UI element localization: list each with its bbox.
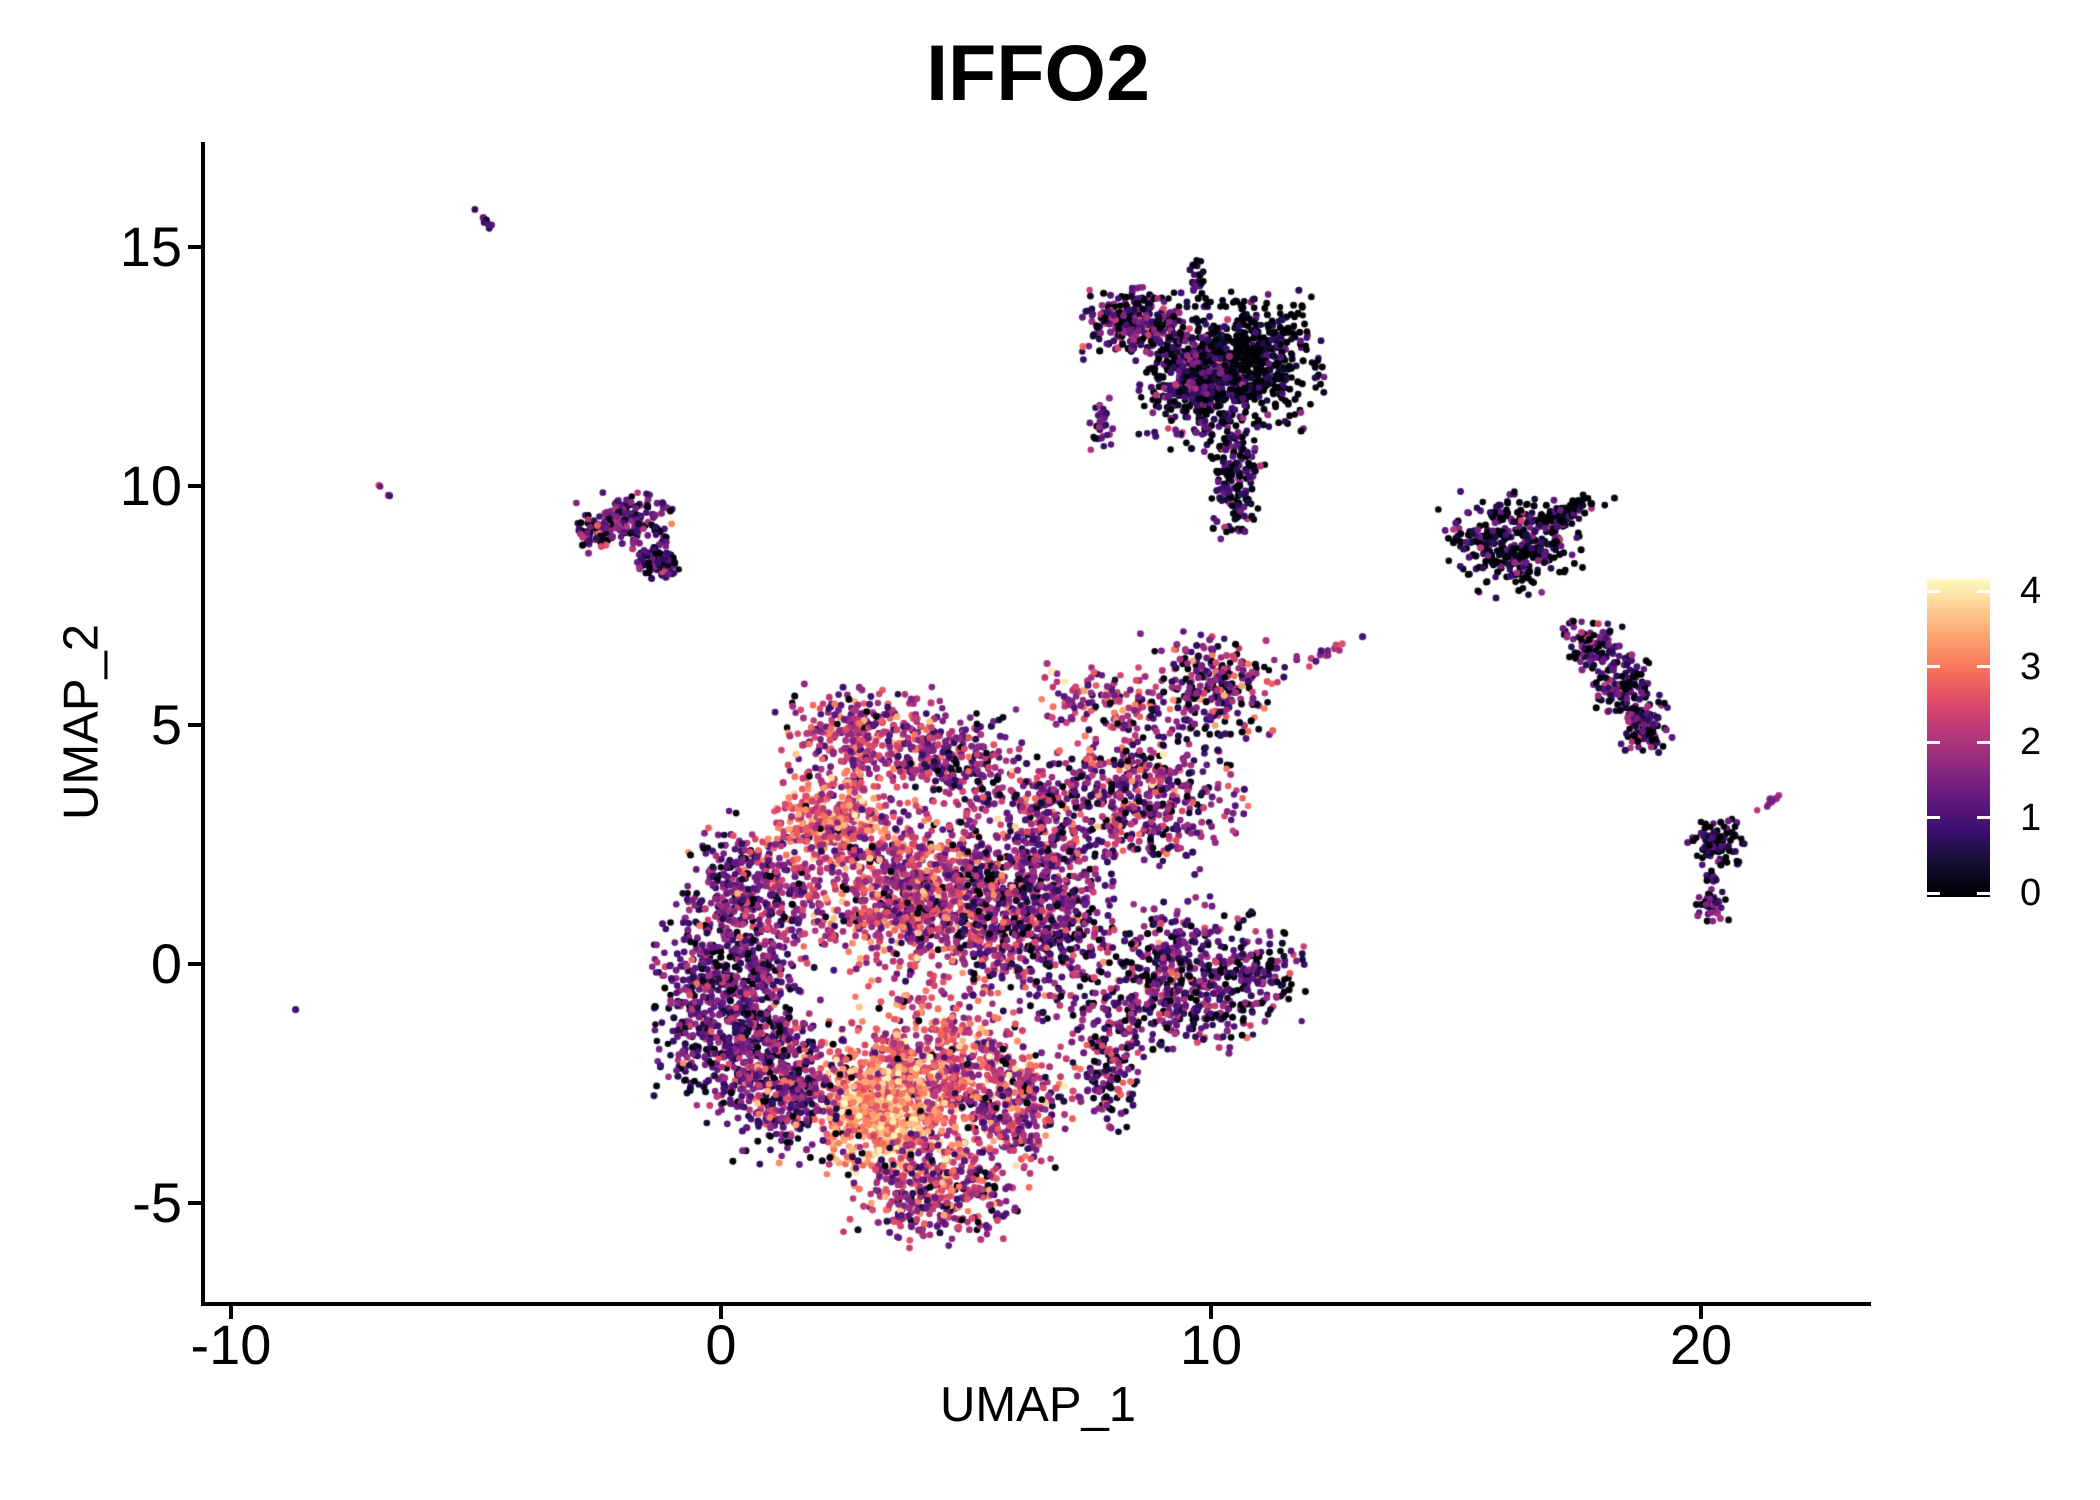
y-axis-tick	[188, 722, 201, 727]
y-axis-tick	[188, 961, 201, 966]
colorbar-tick-label: 1	[2020, 796, 2042, 839]
y-axis-tick	[188, 244, 201, 249]
colorbar-tick	[1927, 891, 1940, 895]
x-axis-tick-label: 20	[1669, 1313, 1733, 1376]
plot-panel	[205, 142, 1871, 1302]
colorbar-tick	[1977, 665, 1990, 669]
y-axis-tick	[188, 1200, 201, 1205]
colorbar-tick	[1977, 589, 1990, 593]
x-axis-tick-label: -10	[190, 1313, 272, 1376]
y-axis-tick-label: 5	[150, 692, 182, 756]
colorbar-tick	[1927, 740, 1940, 744]
colorbar	[1927, 579, 1990, 897]
y-axis-tick-label: 0	[150, 931, 182, 995]
x-axis-tick	[228, 1306, 233, 1319]
x-axis-title: UMAP_1	[939, 1378, 1137, 1432]
y-axis-tick-label: 10	[119, 453, 182, 517]
x-axis-tick	[718, 1306, 723, 1319]
colorbar-tick	[1927, 589, 1940, 593]
colorbar-tick-label: 4	[2020, 570, 2042, 613]
x-axis-tick-label: 0	[705, 1313, 737, 1376]
x-axis-tick	[1208, 1306, 1213, 1319]
y-axis-tick-label: 15	[119, 214, 182, 278]
y-axis-tick	[188, 483, 201, 488]
x-axis-tick	[1698, 1306, 1703, 1319]
x-axis-line	[201, 1302, 1871, 1306]
y-axis-title: UMAP_2	[54, 623, 109, 821]
y-axis-tick-label: -5	[132, 1170, 182, 1234]
colorbar-tick	[1977, 740, 1990, 744]
colorbar-tick	[1927, 816, 1940, 820]
colorbar-tick	[1977, 816, 1990, 820]
x-axis-tick-label: 10	[1179, 1313, 1243, 1376]
colorbar-tick	[1977, 891, 1990, 895]
colorbar-tick-label: 3	[2020, 645, 2042, 688]
umap-scatter-canvas	[205, 142, 1871, 1302]
colorbar-tick-label: 0	[2020, 872, 2042, 915]
plot-title: IFFO2	[926, 28, 1150, 117]
y-axis-line	[201, 142, 205, 1306]
colorbar-tick-label: 2	[2020, 721, 2042, 764]
colorbar-tick	[1927, 665, 1940, 669]
